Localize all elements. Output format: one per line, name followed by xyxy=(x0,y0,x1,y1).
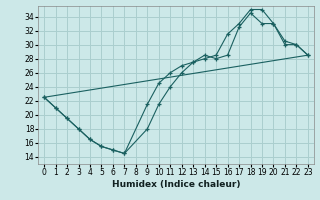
X-axis label: Humidex (Indice chaleur): Humidex (Indice chaleur) xyxy=(112,180,240,189)
